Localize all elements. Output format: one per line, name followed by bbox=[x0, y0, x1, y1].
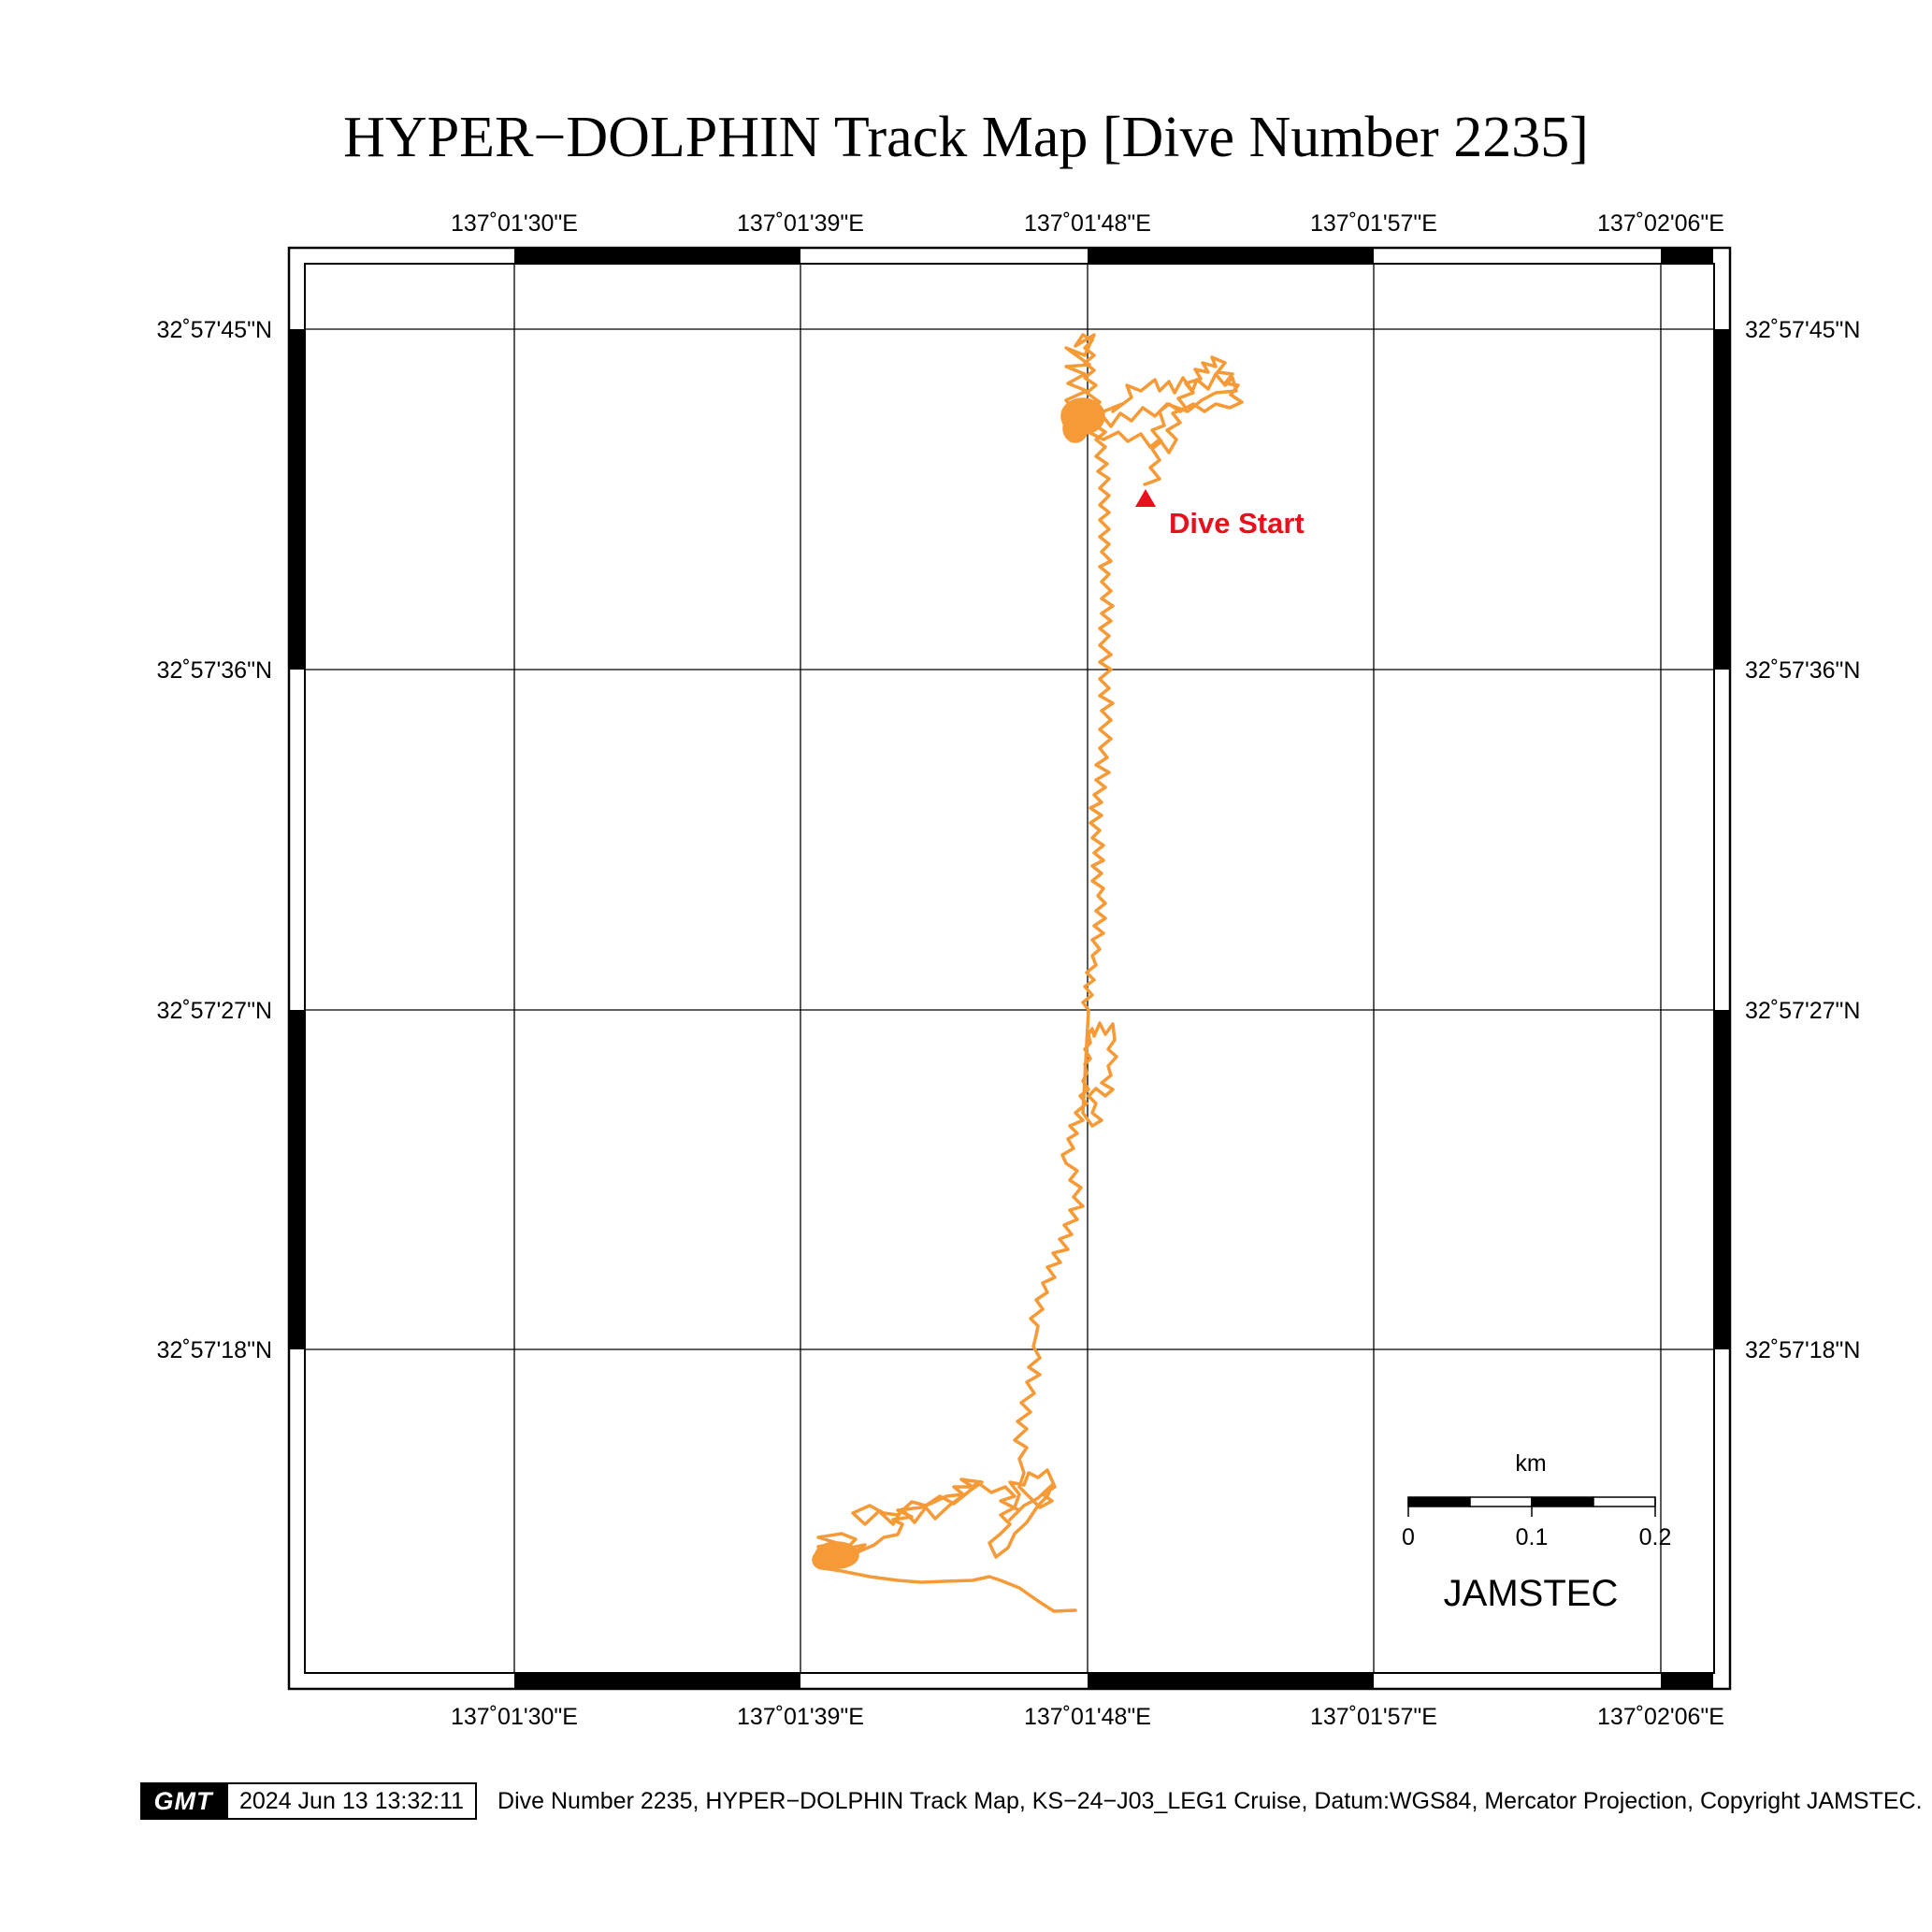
frame-bar-top-3 bbox=[1661, 249, 1713, 263]
lon-label-top: 137˚01'30"E bbox=[451, 210, 578, 237]
scale-segment bbox=[1469, 1496, 1533, 1507]
lon-label-top: 137˚01'48"E bbox=[1024, 210, 1151, 237]
frame-bar-right-1 bbox=[1715, 329, 1729, 670]
scale-segment bbox=[1593, 1496, 1656, 1507]
gmt-logo: GMT bbox=[140, 1782, 226, 1820]
lat-label-right: 32˚57'36"N bbox=[1745, 657, 1860, 684]
lat-label-right: 32˚57'18"N bbox=[1745, 1337, 1860, 1363]
frame-bar-bottom-1 bbox=[514, 1674, 800, 1688]
scale-segment bbox=[1407, 1496, 1471, 1507]
lon-label-bottom: 137˚01'30"E bbox=[451, 1704, 578, 1730]
frame-bar-top-1 bbox=[514, 249, 800, 263]
footer-bar: GMT 2024 Jun 13 13:32:11 Dive Number 223… bbox=[140, 1782, 1923, 1820]
frame-bar-left-1 bbox=[290, 329, 304, 670]
dive-start-label: Dive Start bbox=[1169, 507, 1305, 540]
frame-bar-top-2 bbox=[1088, 249, 1374, 263]
map-title: HYPER−DOLPHIN Track Map [Dive Number 223… bbox=[343, 106, 1589, 169]
agency-label: JAMSTEC bbox=[1444, 1573, 1619, 1614]
frame-bar-bottom-2 bbox=[1088, 1674, 1374, 1688]
scale-unit-label: km bbox=[1515, 1450, 1546, 1477]
frame-bar-right-2 bbox=[1715, 1010, 1729, 1349]
lon-label-bottom: 137˚01'57"E bbox=[1310, 1704, 1437, 1730]
lat-label-left: 32˚57'27"N bbox=[157, 998, 272, 1024]
lon-label-top: 137˚01'39"E bbox=[737, 210, 864, 237]
lat-label-right: 32˚57'27"N bbox=[1745, 998, 1860, 1024]
track-cluster-north bbox=[1060, 397, 1105, 443]
scale-segment bbox=[1531, 1496, 1594, 1507]
footer-caption: Dive Number 2235, HYPER−DOLPHIN Track Ma… bbox=[497, 1787, 1923, 1814]
timestamp-box: 2024 Jun 13 13:32:11 bbox=[226, 1782, 478, 1820]
scale-tick-label: 0 bbox=[1402, 1524, 1415, 1550]
lon-label-bottom: 137˚01'39"E bbox=[737, 1704, 864, 1730]
frame-bar-left-2 bbox=[290, 1010, 304, 1349]
scale-bar: km 0 0.1 0.2 bbox=[1402, 1450, 1671, 1550]
lat-label-left: 32˚57'36"N bbox=[157, 657, 272, 684]
lon-label-bottom: 137˚02'06"E bbox=[1597, 1704, 1724, 1730]
scale-tick-label: 0.1 bbox=[1516, 1524, 1549, 1550]
lon-label-top: 137˚01'57"E bbox=[1310, 210, 1437, 237]
lat-label-right: 32˚57'45"N bbox=[1745, 317, 1860, 343]
dive-start-marker bbox=[1135, 489, 1156, 507]
dive-track-path bbox=[814, 333, 1244, 1613]
scale-tick-label: 0.2 bbox=[1639, 1524, 1672, 1550]
map-outer-frame bbox=[287, 246, 1732, 1691]
graticule bbox=[305, 264, 1714, 1673]
frame-bar-bottom-3 bbox=[1661, 1674, 1713, 1688]
lat-label-left: 32˚57'18"N bbox=[157, 1337, 272, 1363]
track-cluster-south bbox=[812, 1541, 859, 1570]
lat-label-left: 32˚57'45"N bbox=[157, 317, 272, 343]
lon-label-top: 137˚02'06"E bbox=[1597, 210, 1724, 237]
lon-label-bottom: 137˚01'48"E bbox=[1024, 1704, 1151, 1730]
map-inner-frame bbox=[304, 263, 1715, 1674]
